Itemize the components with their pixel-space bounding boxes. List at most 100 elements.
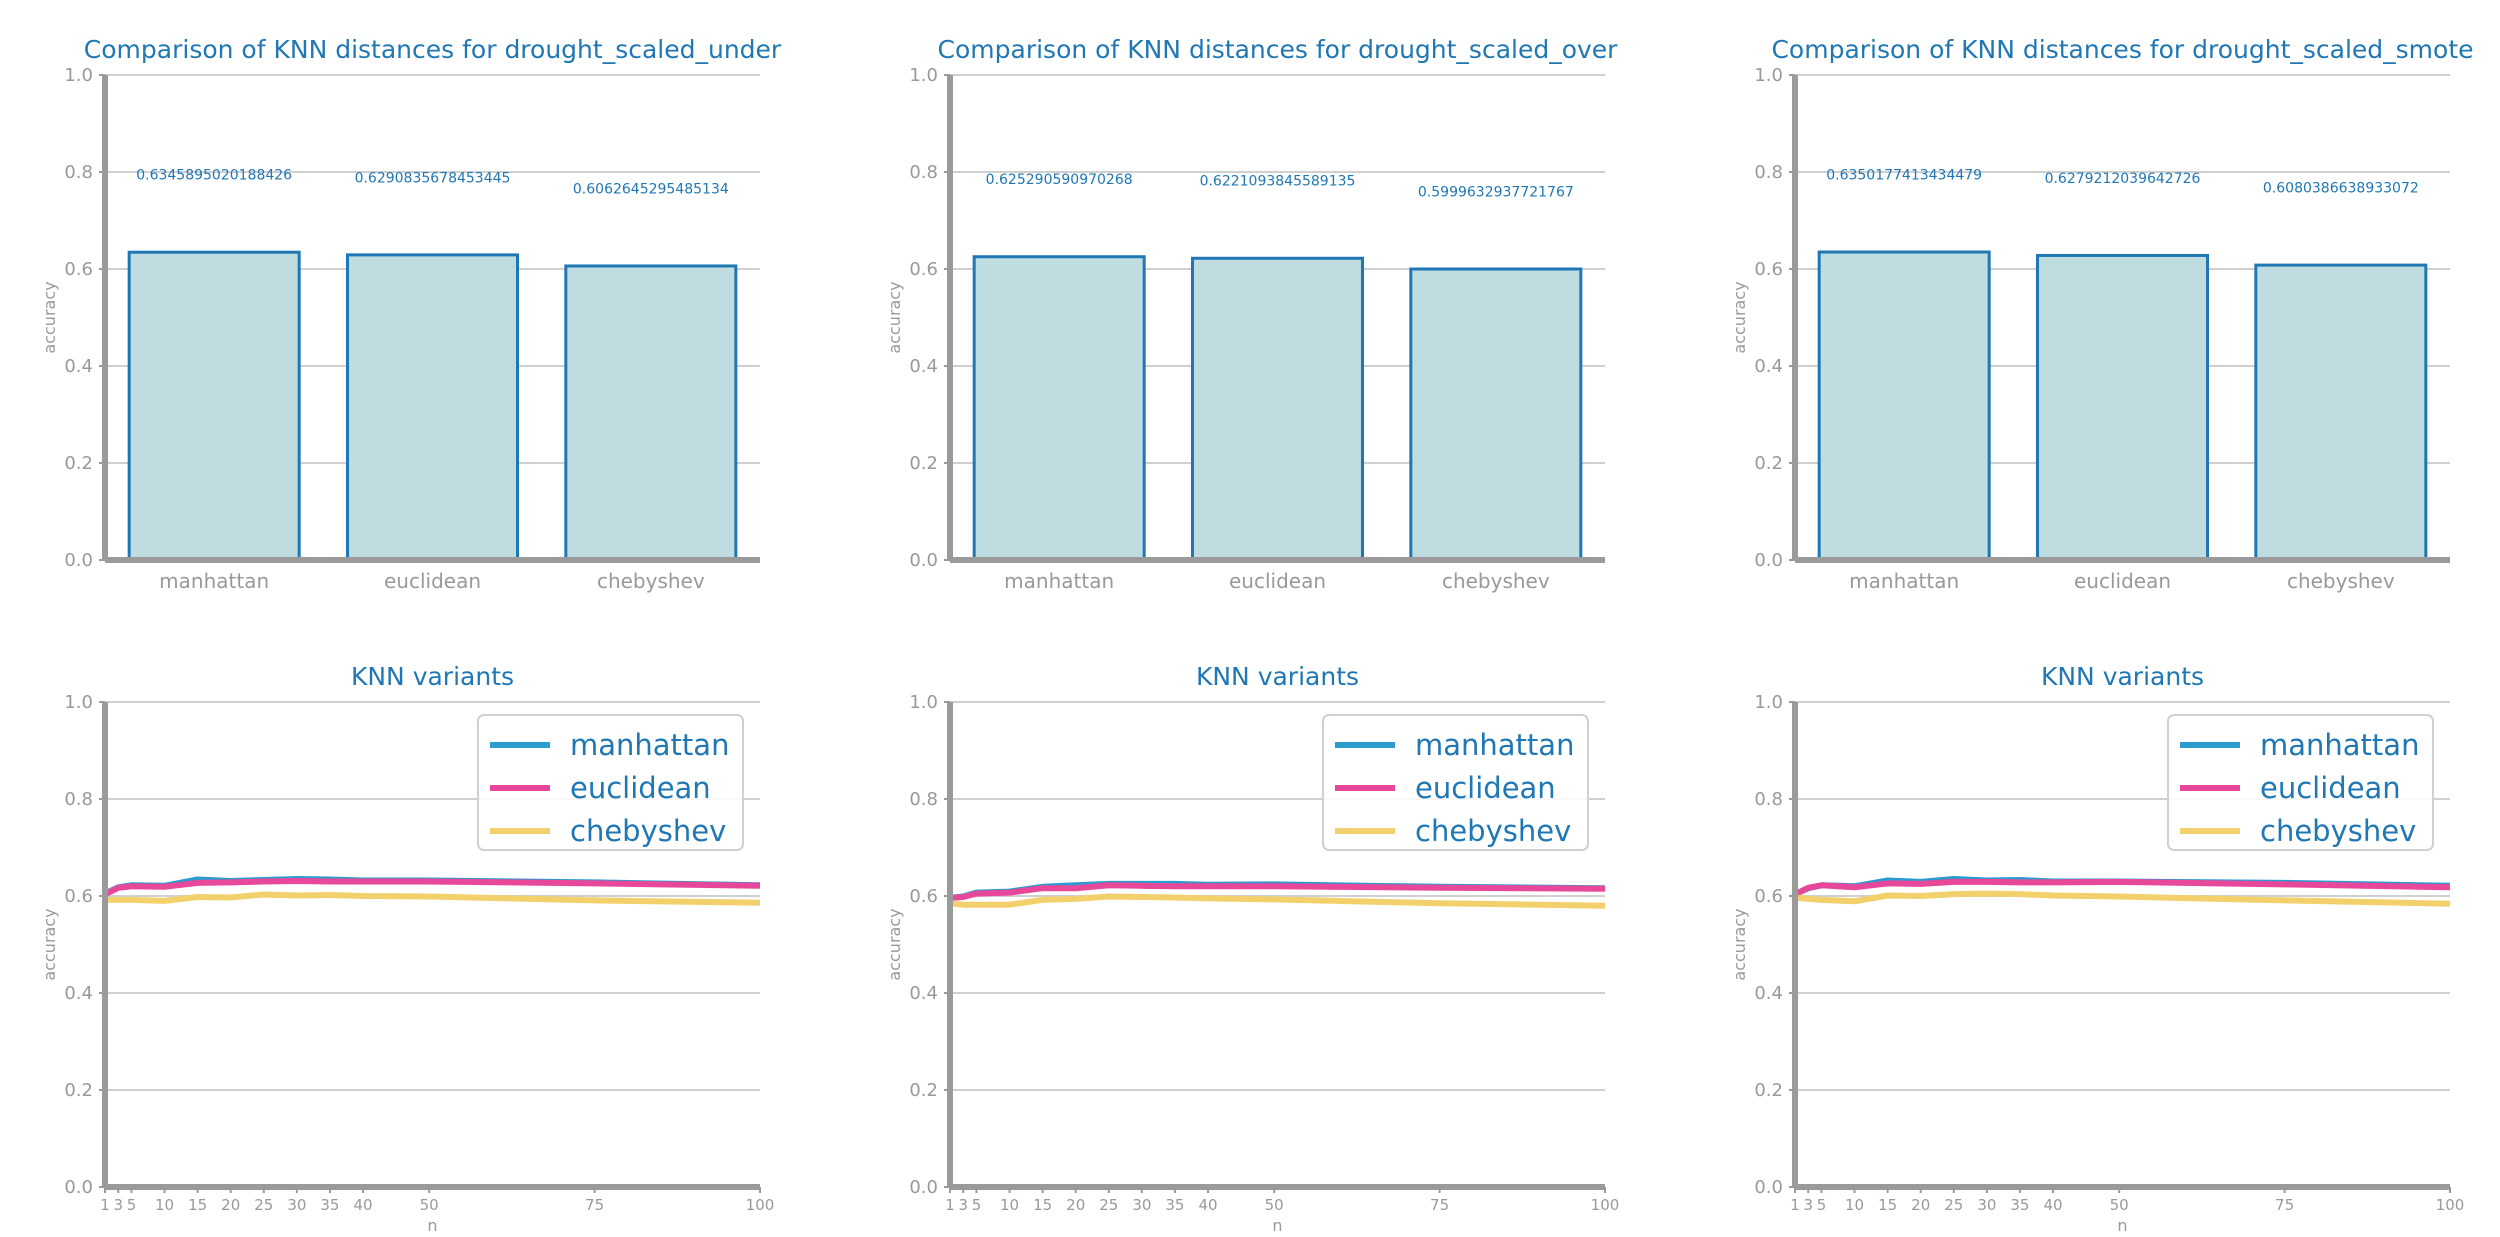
x-tick-label: 1 [1790,1196,1800,1214]
y-axis-label: accuracy [1730,281,1749,353]
bar-value-label: 0.6080386638933072 [2263,181,2419,197]
y-tick-label: 0.6 [1754,886,1783,907]
y-axis-label: accuracy [885,908,904,980]
bar-value-label: 0.6345895020188426 [136,168,292,184]
y-tick-label: 0.8 [1754,162,1783,183]
x-tick-label: chebyshev [597,569,705,593]
y-tick-label: 0.8 [64,162,93,183]
x-axis-label: n [1272,1216,1282,1235]
x-tick-label: manhattan [159,569,269,593]
chart-title: Comparison of KNN distances for drought_… [1771,35,2473,64]
y-tick-label: 0.0 [64,550,93,571]
x-tick-label: 15 [188,1196,207,1214]
bar-value-label: 0.6290835678453445 [355,170,511,186]
x-tick-label: 40 [2043,1196,2062,1214]
y-tick-label: 1.0 [64,692,93,713]
x-tick-label: chebyshev [1442,569,1550,593]
x-tick-label: 25 [1944,1196,1963,1214]
bar-chebyshev [564,264,738,562]
bar-euclidean [2036,253,2209,562]
legend-label: chebyshev [1415,814,1571,848]
y-tick-label: 0.4 [64,983,93,1004]
x-tick-label: 20 [1066,1196,1085,1214]
x-tick-label: 100 [2436,1196,2465,1214]
x-tick-label: manhattan [1004,569,1114,593]
series-line-chebyshev [949,893,1606,909]
x-tick-label: 30 [1132,1196,1151,1214]
x-tick-label: 25 [254,1196,273,1214]
y-tick-label: 0.2 [909,1080,938,1101]
bar-value-label: 0.6062645295485134 [573,181,729,197]
y-tick-label: 0.2 [909,453,938,474]
chart-title: Comparison of KNN distances for drought_… [84,35,782,64]
y-tick-label: 0.6 [64,259,93,280]
bar-value-label: 0.625290590970268 [986,172,1133,188]
y-tick-label: 1.0 [909,65,938,86]
x-tick-label: 5 [127,1196,137,1214]
legend-label: euclidean [2260,771,2401,805]
y-tick-label: 0.6 [64,886,93,907]
x-tick-label: 20 [1911,1196,1930,1214]
bar-euclidean [346,253,519,562]
x-tick-label: 100 [1591,1196,1620,1214]
y-tick-label: 0.6 [909,259,938,280]
x-tick-label: 75 [1430,1196,1449,1214]
x-tick-label: euclidean [1229,569,1326,593]
y-tick-label: 0.6 [1754,259,1783,280]
x-tick-label: 75 [585,1196,604,1214]
x-tick-label: 3 [113,1196,123,1214]
x-tick-label: 40 [1198,1196,1217,1214]
y-tick-label: 1.0 [64,65,93,86]
y-tick-label: 0.4 [1754,356,1783,377]
y-tick-label: 0.2 [1754,1080,1783,1101]
y-tick-label: 0.0 [909,1177,938,1198]
y-tick-label: 0.4 [909,356,938,377]
legend-label: chebyshev [570,814,726,848]
bar-value-label: 0.6350177413434479 [1826,167,1982,183]
series-line-euclidean [103,878,761,898]
x-tick-label: 3 [1803,1196,1813,1214]
x-tick-label: 15 [1033,1196,1052,1214]
y-tick-label: 0.8 [1754,789,1783,810]
bar-manhattan [1817,250,1991,562]
x-tick-label: euclidean [384,569,481,593]
x-tick-label: 10 [1000,1196,1019,1214]
bar-value-label: 0.6221093845589135 [1200,174,1356,190]
y-tick-label: 0.0 [1754,550,1783,571]
y-axis-label: accuracy [885,281,904,353]
x-tick-label: 50 [2110,1196,2129,1214]
x-tick-label: 30 [287,1196,306,1214]
y-tick-label: 0.2 [1754,453,1783,474]
y-axis-label: accuracy [40,908,59,980]
x-tick-label: 5 [1817,1196,1827,1214]
x-tick-label: 1 [945,1196,955,1214]
x-axis-label: n [2117,1216,2127,1235]
series-line-chebyshev [105,891,761,906]
x-tick-label: 15 [1878,1196,1897,1214]
bar-chebyshev [1409,267,1583,562]
bar-value-label: 0.6279212039642726 [2045,171,2201,187]
legend-label: manhattan [570,728,729,762]
x-tick-label: 10 [155,1196,174,1214]
y-tick-label: 0.0 [909,550,938,571]
y-tick-label: 0.6 [909,886,938,907]
chart-title: Comparison of KNN distances for drought_… [938,35,1619,64]
x-tick-label: 10 [1845,1196,1864,1214]
legend-box [1322,714,1589,851]
legend-box [2167,714,2434,851]
series-line-euclidean [1793,878,2451,898]
y-tick-label: 1.0 [909,692,938,713]
bar-euclidean [1191,256,1364,562]
y-tick-label: 0.4 [1754,983,1783,1004]
y-tick-label: 0.8 [909,162,938,183]
x-axis-label: n [427,1216,437,1235]
x-tick-label: chebyshev [2287,569,2395,593]
y-tick-label: 1.0 [1754,65,1783,86]
bar-value-label: 0.5999632937721767 [1418,184,1574,200]
x-tick-label: 75 [2275,1196,2294,1214]
x-tick-label: 50 [420,1196,439,1214]
x-tick-label: 3 [958,1196,968,1214]
